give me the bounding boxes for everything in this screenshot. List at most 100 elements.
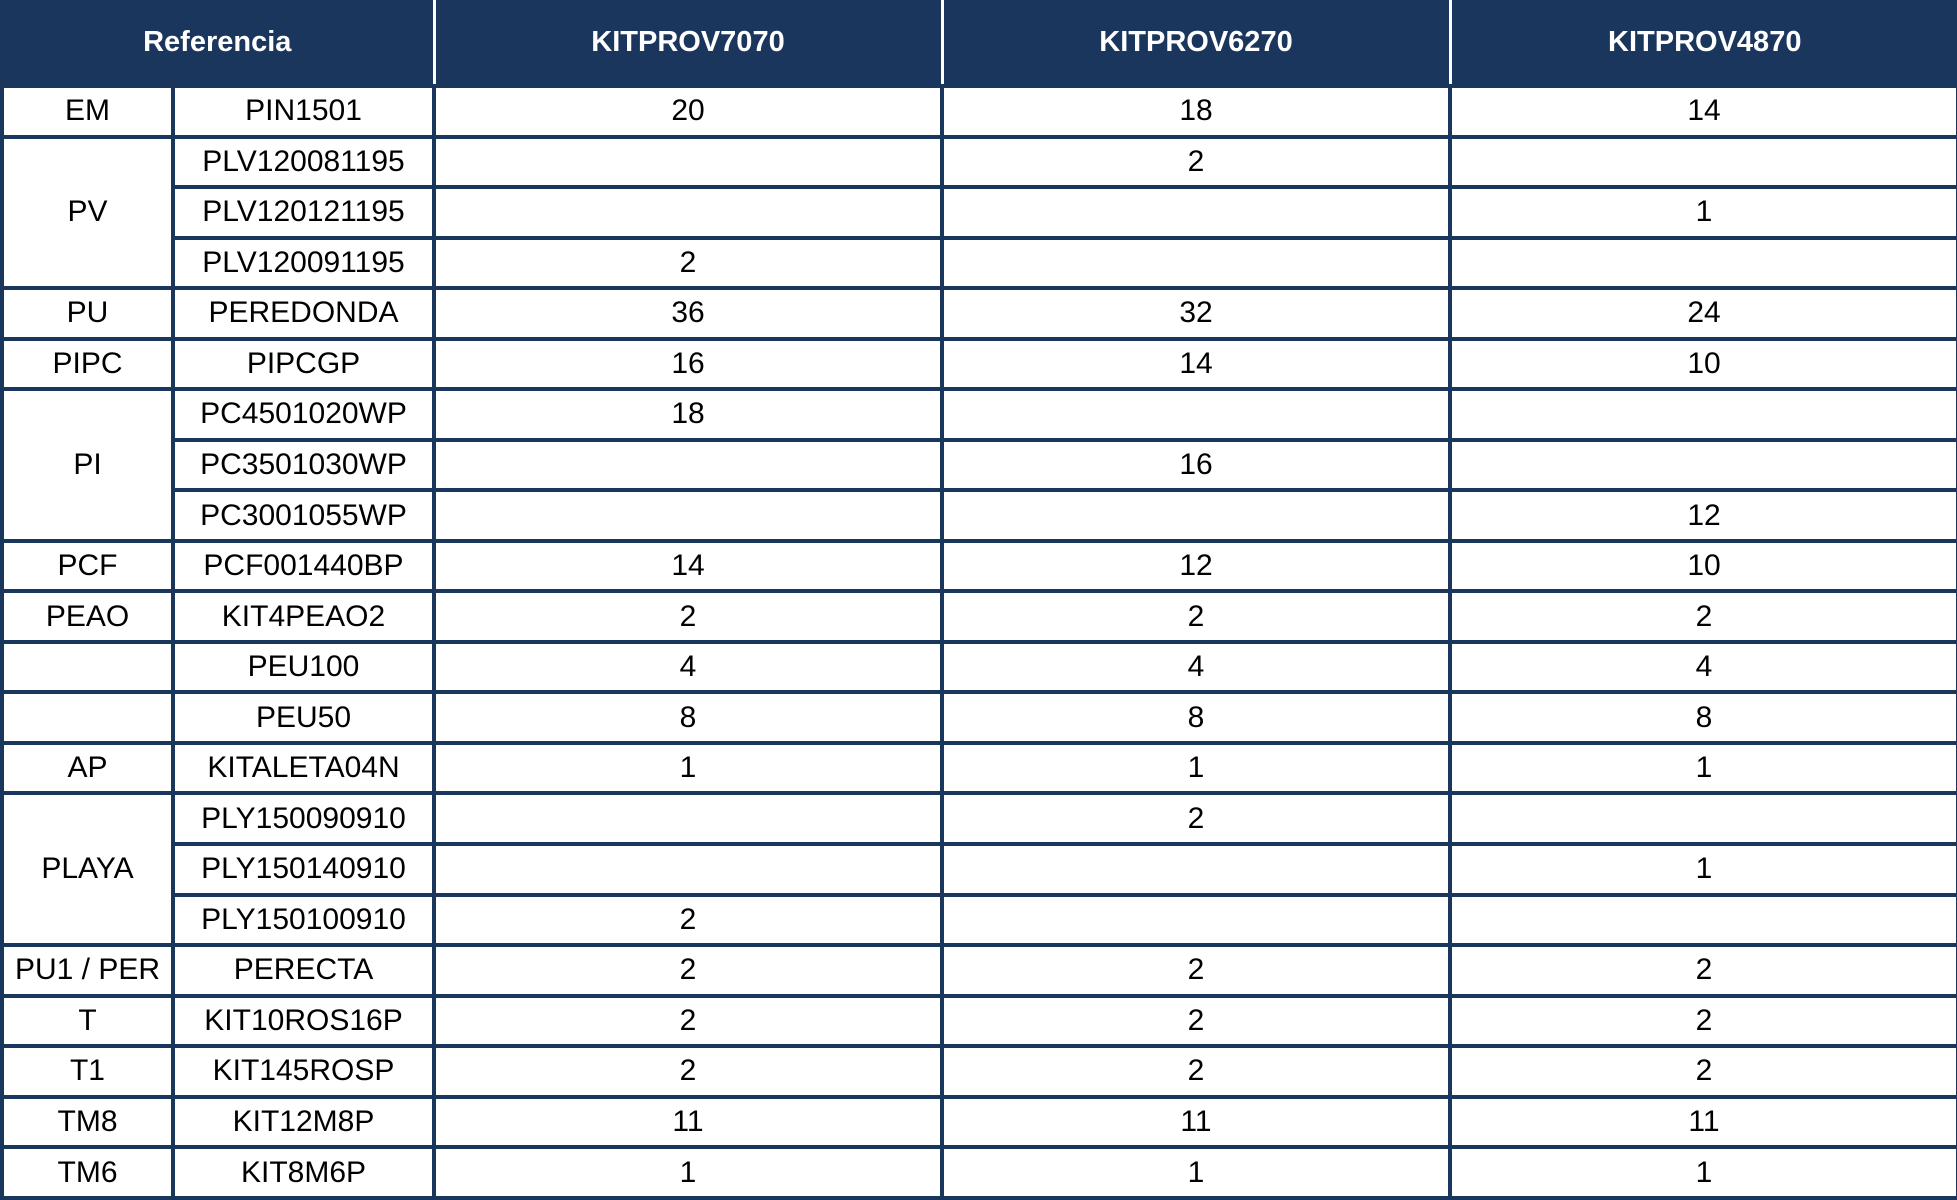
group-cell: TM6 bbox=[0, 1145, 175, 1200]
group-cell: PLAYA bbox=[0, 791, 175, 948]
quantity-cell: 8 bbox=[432, 690, 944, 745]
quantity-cell: 2 bbox=[1448, 993, 1957, 1049]
group-cell: AP bbox=[0, 740, 175, 796]
table-row: PEU50 8 8 8 bbox=[0, 690, 1957, 745]
quantity-cell: 1 bbox=[432, 740, 944, 796]
quantity-cell: 2 bbox=[432, 589, 944, 644]
table-body: EM PIN1501 20 18 14 PV PLV120081195 2 PLV1201211… bbox=[0, 84, 1957, 1200]
group-cell: PV bbox=[0, 134, 175, 291]
reference-cell: PEREDONDA bbox=[171, 286, 436, 341]
header-kit-2: KITPROV6270 bbox=[940, 0, 1452, 86]
table-row: PCF PCF001440BP 14 12 10 bbox=[0, 538, 1957, 594]
reference-cell: PLV120081195 bbox=[171, 134, 436, 190]
quantity-cell: 18 bbox=[432, 387, 944, 442]
quantity-cell: 10 bbox=[1448, 538, 1957, 594]
reference-cell: KIT4PEAO2 bbox=[171, 589, 436, 644]
reference-cell: PC3501030WP bbox=[171, 437, 436, 493]
reference-cell: PIPCGP bbox=[171, 336, 436, 392]
quantity-cell: 16 bbox=[940, 437, 1452, 493]
reference-cell: PC4501020WP bbox=[171, 387, 436, 442]
reference-cell: KIT8M6P bbox=[171, 1145, 436, 1200]
reference-cell: KIT12M8P bbox=[171, 1094, 436, 1150]
group-cell bbox=[0, 690, 175, 745]
quantity-cell: 4 bbox=[940, 639, 1452, 695]
table-row: TM8 KIT12M8P 11 11 11 bbox=[0, 1094, 1957, 1150]
group-cell: PEAO bbox=[0, 589, 175, 644]
quantity-cell: 1 bbox=[1448, 740, 1957, 796]
reference-cell: PLV120121195 bbox=[171, 185, 436, 240]
group-cell: PU bbox=[0, 286, 175, 341]
quantity-cell: 32 bbox=[940, 286, 1452, 341]
quantity-cell: 2 bbox=[1448, 589, 1957, 644]
reference-cell: KIT145ROSP bbox=[171, 1044, 436, 1099]
table-row: PV PLV120081195 2 bbox=[0, 134, 1957, 291]
quantity-cell: 11 bbox=[940, 1094, 1452, 1150]
quantity-cell: 8 bbox=[1448, 690, 1957, 745]
reference-cell: PLY150100910 bbox=[171, 892, 436, 948]
quantity-cell: 2 bbox=[432, 993, 944, 1049]
reference-cell: KIT10ROS16P bbox=[171, 993, 436, 1049]
table-row: PEU100 4 4 4 bbox=[0, 639, 1957, 695]
reference-cell: PLY150140910 bbox=[171, 841, 436, 897]
quantity-cell bbox=[940, 841, 1452, 897]
table-row: PIPC PIPCGP 16 14 10 bbox=[0, 336, 1957, 392]
quantity-cell bbox=[1448, 892, 1957, 948]
group-cell: PCF bbox=[0, 538, 175, 594]
reference-cell: PEU100 bbox=[171, 639, 436, 695]
quantity-cell bbox=[940, 488, 1452, 543]
group-cell: PU1 / PER bbox=[0, 943, 175, 998]
reference-cell: KITALETA04N bbox=[171, 740, 436, 796]
quantity-cell: 12 bbox=[1448, 488, 1957, 543]
table-row: PC3001055WP 12 bbox=[2, 488, 1957, 543]
quantity-cell: 2 bbox=[432, 943, 944, 998]
group-cell: PIPC bbox=[0, 336, 175, 392]
quantity-cell: 20 bbox=[432, 84, 944, 139]
quantity-cell: 2 bbox=[432, 235, 944, 291]
quantity-cell: 1 bbox=[1448, 185, 1957, 240]
quantity-cell bbox=[940, 387, 1452, 442]
quantity-cell bbox=[432, 791, 944, 846]
quantity-cell: 1 bbox=[940, 740, 1452, 796]
quantity-cell: 8 bbox=[940, 690, 1452, 745]
quantity-cell: 1 bbox=[432, 1145, 944, 1200]
table-row: EM PIN1501 20 18 14 bbox=[0, 84, 1957, 139]
quantity-cell: 14 bbox=[432, 538, 944, 594]
table-row: T KIT10ROS16P 2 2 2 bbox=[0, 993, 1957, 1049]
quantity-cell bbox=[1448, 235, 1957, 291]
reference-cell: PEU50 bbox=[171, 690, 436, 745]
quantity-cell: 4 bbox=[1448, 639, 1957, 695]
quantity-cell: 2 bbox=[1448, 943, 1957, 998]
header-kit-1: KITPROV7070 bbox=[432, 0, 944, 86]
quantity-cell: 18 bbox=[940, 84, 1452, 139]
quantity-cell: 1 bbox=[1448, 841, 1957, 897]
reference-cell: PLV120091195 bbox=[171, 235, 436, 291]
group-cell bbox=[0, 639, 175, 695]
group-cell: T1 bbox=[0, 1044, 175, 1099]
quantity-cell bbox=[940, 892, 1452, 948]
quantity-cell bbox=[432, 185, 944, 240]
quantity-cell: 2 bbox=[940, 134, 1452, 190]
quantity-cell: 2 bbox=[940, 1044, 1452, 1099]
quantity-cell bbox=[432, 437, 944, 493]
reference-cell: PIN1501 bbox=[171, 84, 436, 139]
table-row: PC3501030WP 16 bbox=[2, 437, 1957, 493]
quantity-cell bbox=[432, 134, 944, 190]
quantity-cell: 14 bbox=[1448, 84, 1957, 139]
quantity-cell: 2 bbox=[940, 589, 1452, 644]
quantity-cell: 2 bbox=[940, 943, 1452, 998]
quantity-cell: 2 bbox=[940, 791, 1452, 846]
table-row: T1 KIT145ROSP 2 2 2 bbox=[0, 1044, 1957, 1099]
table-row: AP KITALETA04N 1 1 1 bbox=[0, 740, 1957, 796]
group-cell: T bbox=[0, 993, 175, 1049]
quantity-cell: 2 bbox=[432, 1044, 944, 1099]
quantity-cell: 11 bbox=[432, 1094, 944, 1150]
reference-cell: PC3001055WP bbox=[171, 488, 436, 543]
quantity-cell: 14 bbox=[940, 336, 1452, 392]
table-row: TM6 KIT8M6P 1 1 1 bbox=[0, 1145, 1957, 1200]
table-row: PEAO KIT4PEAO2 2 2 2 bbox=[0, 589, 1957, 644]
table-row: PLY150140910 1 bbox=[2, 841, 1957, 897]
reference-cell: PERECTA bbox=[171, 943, 436, 998]
header-referencia: Referencia bbox=[2, 0, 436, 86]
quantity-cell: 2 bbox=[1448, 1044, 1957, 1099]
